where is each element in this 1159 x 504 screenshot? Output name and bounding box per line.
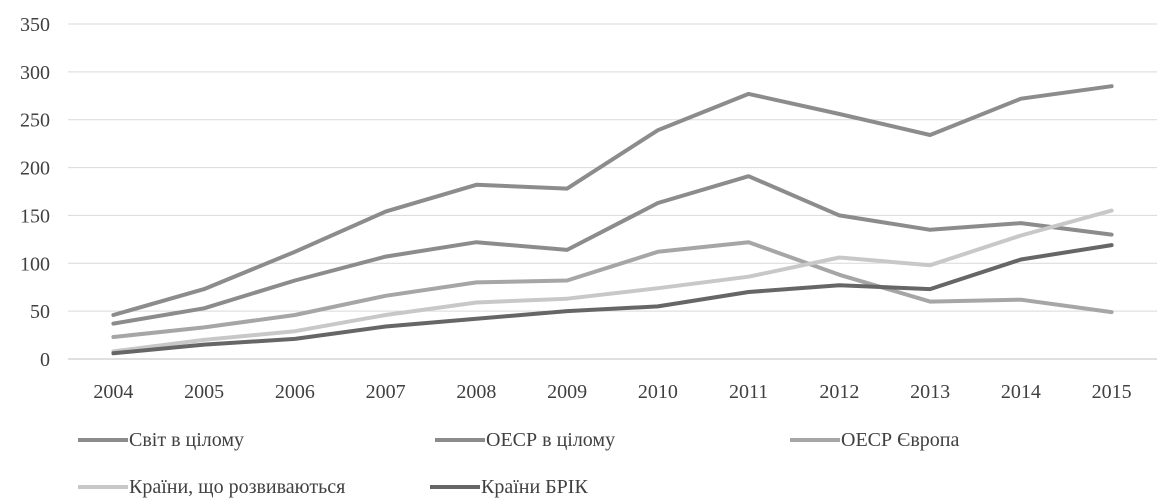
y-tick-label: 250 [20, 110, 50, 132]
x-tick-label: 2014 [1001, 381, 1041, 403]
legend-item: Країни БРІК [430, 476, 588, 498]
x-tick-label: 2015 [1092, 381, 1132, 403]
legend: Світ в цілому ОЕСР в цілому ОЕСР Європа Кра… [78, 429, 959, 498]
legend-item: ОЕСР Європа [790, 429, 959, 451]
y-tick-label: 100 [20, 253, 50, 275]
y-tick-label: 50 [30, 301, 50, 323]
x-tick-label: 2004 [93, 381, 133, 403]
y-tick-label: 0 [40, 349, 50, 371]
y-tick-label: 300 [20, 62, 50, 84]
y-axis-ticks: 0 50 100 150 200 250 300 350 [20, 14, 50, 371]
series-line-1 [111, 84, 1114, 317]
series-line-3 [111, 240, 1114, 339]
legend-item: Країни, що розвиваються [78, 476, 345, 498]
x-tick-label: 2013 [910, 381, 950, 403]
series-line-2 [111, 174, 1114, 326]
x-tick-label: 2010 [638, 381, 678, 403]
x-tick-label: 2007 [366, 381, 406, 403]
x-axis-ticks: 2004 2005 2006 2007 2008 2009 2010 2011 2012 2013… [93, 381, 1131, 403]
x-tick-label: 2008 [456, 381, 496, 403]
legend-label: Країни БРІК [481, 476, 588, 498]
series-line-5 [111, 243, 1114, 356]
series-line-4 [111, 208, 1114, 354]
legend-label: Світ в цілому [129, 429, 244, 451]
legend-label: Країни, що розвиваються [129, 476, 345, 498]
x-tick-label: 2006 [275, 381, 315, 403]
legend-item: ОЕСР в цілому [435, 429, 615, 451]
x-tick-label: 2011 [729, 381, 768, 403]
gridlines [68, 23, 1157, 312]
series-lines [111, 84, 1114, 356]
y-tick-label: 150 [20, 205, 50, 227]
legend-label: ОЕСР в цілому [486, 429, 615, 451]
x-tick-label: 2012 [819, 381, 859, 403]
y-tick-label: 350 [20, 14, 50, 36]
y-tick-label: 200 [20, 158, 50, 180]
legend-label: ОЕСР Європа [841, 429, 959, 451]
x-tick-label: 2009 [547, 381, 587, 403]
legend-item: Світ в цілому [78, 429, 244, 451]
x-tick-label: 2005 [184, 381, 224, 403]
